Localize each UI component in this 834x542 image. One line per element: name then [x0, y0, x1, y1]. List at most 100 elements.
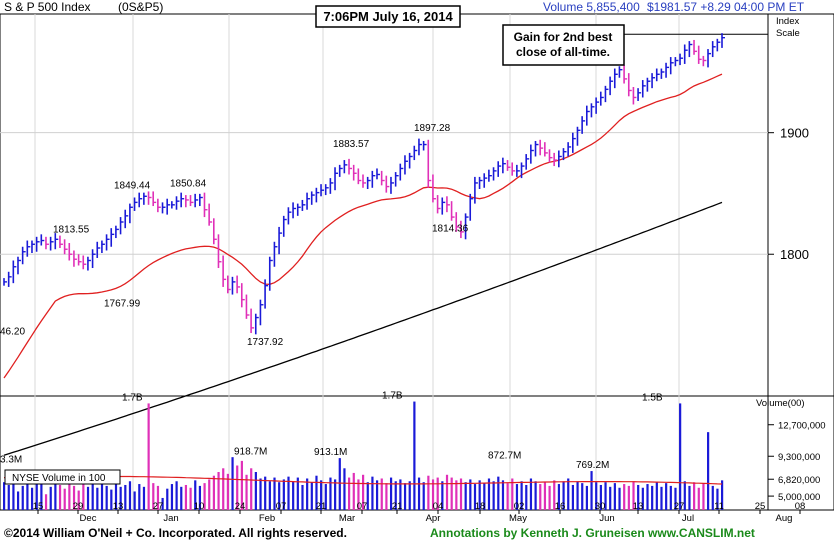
- volume-bar: [637, 484, 640, 510]
- annotation-line1: Gain for 2nd best: [514, 30, 613, 44]
- volume-bar: [44, 494, 48, 510]
- volume-bar: [329, 477, 332, 510]
- volume-bar: [320, 480, 323, 510]
- x-month-label: Mar: [339, 513, 355, 524]
- volume-bar: [352, 472, 355, 510]
- volume-bar: [459, 478, 463, 510]
- x-day-label: 10: [194, 501, 205, 512]
- volume-bar: [68, 483, 71, 510]
- volume-bar: [399, 479, 402, 510]
- volume-bar: [469, 479, 472, 510]
- volume-bar: [306, 478, 309, 510]
- volume-bar: [119, 486, 122, 510]
- volume-bar: [375, 480, 379, 510]
- footer-annotations: Annotations by Kenneth J. Gruneisen www.…: [430, 526, 755, 540]
- volume-bar: [338, 458, 341, 510]
- ma200-layer: [3, 201, 723, 456]
- volume-bar: [716, 488, 719, 510]
- volume-bar: [334, 479, 337, 510]
- x-day-label: 15: [33, 501, 44, 512]
- volume-bar: [403, 483, 407, 510]
- volume-bar: [394, 481, 397, 510]
- volume-bar: [697, 487, 700, 510]
- volume-bar: [721, 480, 724, 510]
- volume-bar: [315, 475, 318, 510]
- volume-bar: [58, 484, 62, 510]
- volume-annotation-label: 1.7B: [122, 392, 143, 403]
- volume-bar: [348, 477, 351, 510]
- volume-bar: [473, 484, 477, 510]
- volume-bar: [389, 477, 393, 510]
- x-day-label: 08: [795, 501, 806, 512]
- volume-bar: [445, 474, 449, 510]
- x-day-label: 13: [113, 501, 124, 512]
- timestamp-box: [315, 5, 461, 28]
- x-month-label: May: [509, 513, 527, 524]
- volume-bar: [553, 480, 556, 510]
- volume-legend-box: [4, 469, 121, 485]
- volume-bar: [3, 482, 6, 510]
- volume-bar: [184, 484, 188, 510]
- x-day-label: 21: [316, 501, 327, 512]
- volume-bar: [217, 472, 220, 510]
- volume-bar: [651, 485, 654, 510]
- volume-axis-ticks: 12,700,000 9,300,000 6,820,000 5,000,000: [768, 421, 826, 503]
- volume-bar: [231, 457, 234, 510]
- volume-bar: [534, 481, 537, 510]
- volume-bar: [21, 485, 24, 510]
- volume-bar: [268, 481, 271, 510]
- volume-bar: [525, 484, 528, 510]
- volume-bar: [12, 479, 15, 510]
- volume-bar: [422, 482, 425, 510]
- volume-bar: [208, 479, 211, 510]
- volume-labels-layer: 3.3M 1.7B 918.7M 913.1M 1.7B 872.7M 769.2M 1.5B: [0, 391, 663, 472]
- x-axis: 15 29 13 27 10 24 07 21 07 21 04 18 02 16 30 13 27 11 25 08…: [33, 501, 806, 524]
- x-month-label: Jun: [599, 513, 614, 524]
- price-annotation-label: 1737.92: [247, 337, 284, 348]
- volume-bar: [371, 476, 374, 510]
- volume-bar: [506, 483, 509, 510]
- volume-bar: [282, 479, 285, 510]
- volume-bar: [380, 478, 383, 510]
- volume-bar: [26, 483, 29, 510]
- volume-bar: [711, 485, 714, 510]
- volume-bar: [152, 483, 155, 510]
- header-volume: Volume 5,855,400: [543, 0, 640, 14]
- volume-bar: [124, 484, 127, 510]
- volume-annotation-label: 1.5B: [642, 392, 663, 403]
- volume-bar: [529, 478, 533, 510]
- price-annotation-label: 1883.57: [333, 139, 370, 150]
- volume-bar: [562, 481, 565, 510]
- volume-bar: [450, 477, 453, 510]
- volume-bar: [557, 484, 561, 510]
- volume-bar: [175, 481, 178, 510]
- volume-bar: [240, 460, 243, 510]
- volume-bar: [497, 476, 500, 510]
- volume-bar: [413, 401, 416, 510]
- timestamp-text: 7:06PM July 16, 2014: [323, 9, 453, 24]
- volume-bar: [264, 476, 267, 510]
- volume-bar: [222, 468, 225, 510]
- volume-bar: [7, 484, 10, 510]
- volume-bar: [198, 485, 202, 510]
- volume-bar: [707, 432, 710, 510]
- volume-bar: [539, 484, 542, 510]
- volume-bar: [478, 480, 481, 510]
- volume-bar: [343, 468, 346, 510]
- price-axis-ticks: 1900 1800: [768, 126, 809, 262]
- volume-annotation-label: 769.2M: [576, 460, 609, 471]
- x-month-label: Feb: [259, 513, 275, 524]
- price-annotation-label: 1767.99: [104, 299, 141, 310]
- volume-bar: [86, 486, 90, 510]
- annotation-line2: close of all-time.: [516, 45, 610, 59]
- volume-bar: [660, 486, 663, 510]
- volume-bar: [609, 486, 612, 510]
- volume-bar: [487, 478, 491, 510]
- x-day-label: 07: [276, 501, 287, 512]
- volume-bar: [679, 403, 682, 510]
- volume-bar: [194, 480, 197, 510]
- price-annotation-label: 1897.28: [414, 123, 451, 134]
- volume-bar: [641, 487, 644, 510]
- volume-axis-title: Volume(00): [756, 398, 805, 409]
